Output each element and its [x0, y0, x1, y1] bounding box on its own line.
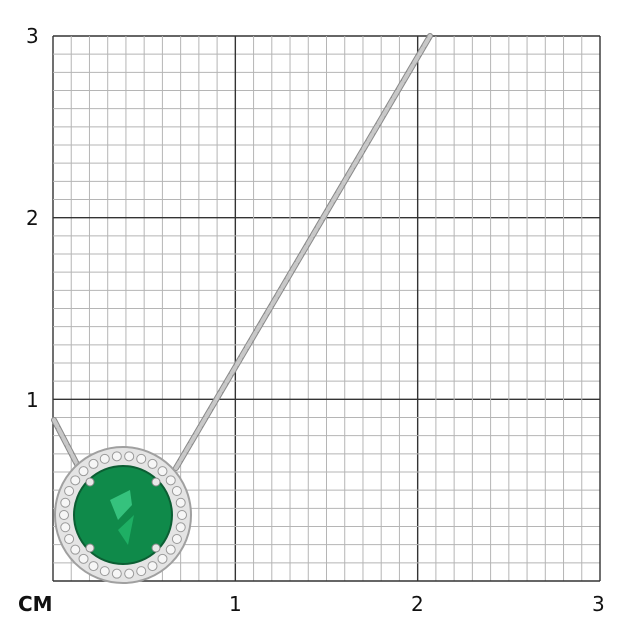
halo-diamond [171, 486, 182, 497]
halo-diamond [88, 561, 99, 572]
halo-diamond [136, 566, 147, 577]
halo-diamond [147, 458, 158, 469]
y-tick-3: 3 [26, 24, 39, 48]
halo-diamond [64, 486, 75, 497]
unit-label: CM [18, 592, 53, 616]
halo-diamond [99, 453, 110, 464]
chain-right-links [174, 34, 432, 470]
halo-diamond [157, 553, 168, 564]
halo-diamond [70, 544, 81, 555]
halo-diamond [70, 475, 81, 486]
emerald-gem [73, 465, 173, 565]
halo-diamond [124, 451, 135, 462]
halo-diamond [175, 522, 186, 533]
gem-facet [118, 515, 134, 545]
halo-diamond [59, 510, 69, 520]
halo-diamond [60, 522, 71, 533]
prong [85, 477, 95, 487]
halo-diamond [111, 568, 122, 579]
halo-diamond [171, 533, 182, 544]
halo-diamond [177, 510, 187, 520]
y-tick-2: 2 [26, 206, 39, 230]
halo-diamond [99, 566, 110, 577]
halo-diamond [136, 453, 147, 464]
prong [85, 543, 95, 553]
y-tick-1: 1 [26, 388, 39, 412]
x-tick-3: 3 [592, 592, 605, 616]
x-tick-1: 1 [229, 592, 242, 616]
halo-diamond [165, 475, 176, 486]
halo-diamond [165, 544, 176, 555]
halo-diamond [60, 497, 71, 508]
halo-diamond [88, 458, 99, 469]
halo-diamond [111, 451, 122, 462]
x-tick-2: 2 [411, 592, 424, 616]
halo-diamond [64, 533, 75, 544]
prong [151, 543, 161, 553]
halo-diamond [78, 466, 89, 477]
halo-diamond [175, 497, 186, 508]
prong [151, 477, 161, 487]
halo-diamond [124, 568, 135, 579]
gem-facet [110, 490, 132, 520]
chain-left-links [52, 418, 82, 472]
halo-diamond [147, 561, 158, 572]
halo-diamond [157, 466, 168, 477]
halo-diamond [78, 553, 89, 564]
